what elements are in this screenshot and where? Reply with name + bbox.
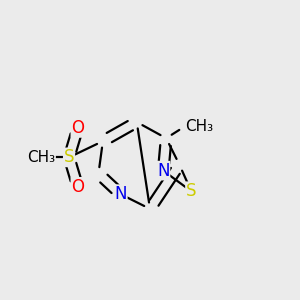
Text: S: S bbox=[64, 148, 74, 166]
Text: N: N bbox=[157, 162, 169, 180]
Text: O: O bbox=[71, 119, 84, 137]
Text: CH₃: CH₃ bbox=[185, 119, 213, 134]
Text: N: N bbox=[114, 185, 127, 203]
Text: S: S bbox=[186, 182, 196, 200]
Text: CH₃: CH₃ bbox=[27, 150, 55, 165]
Text: O: O bbox=[71, 178, 84, 196]
